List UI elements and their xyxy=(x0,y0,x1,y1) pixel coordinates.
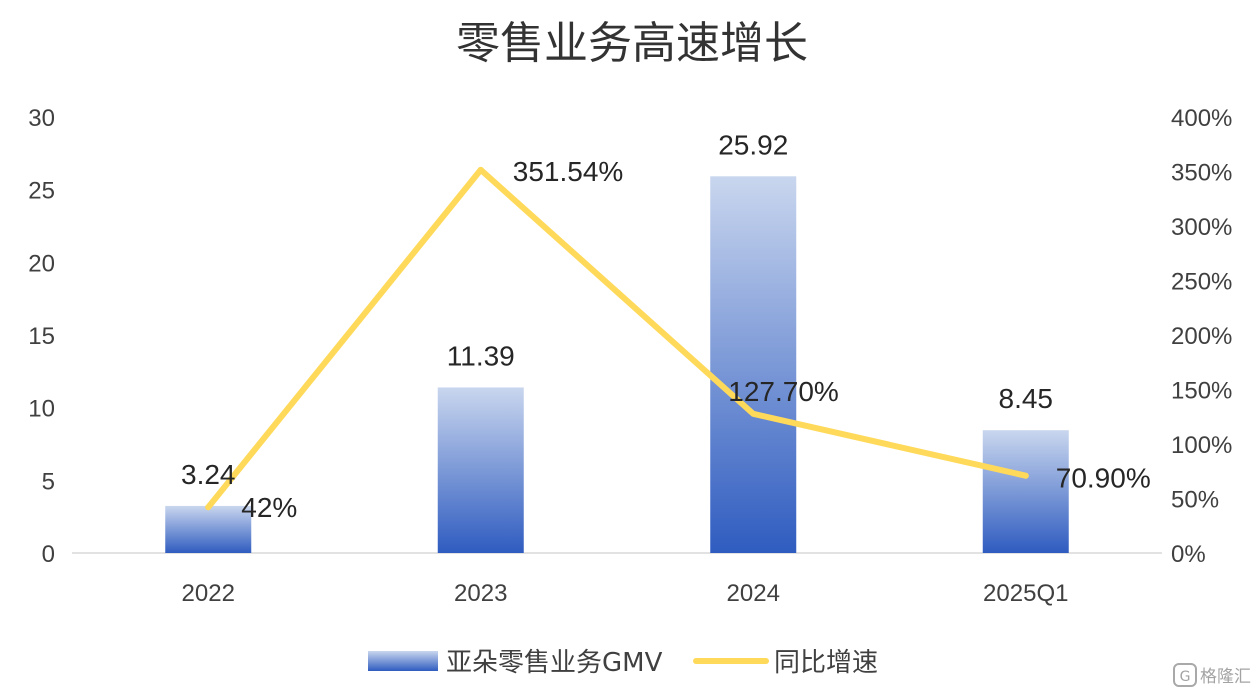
bar-series xyxy=(165,176,1069,553)
line-data-labels: 42% 351.54% 127.70% 70.90% xyxy=(241,156,1150,523)
line-value-label: 127.70% xyxy=(728,376,839,407)
right-tick-label: 400% xyxy=(1171,105,1232,132)
bar-value-label: 25.92 xyxy=(718,129,788,160)
line-point xyxy=(477,166,484,173)
watermark-text: 格隆汇 xyxy=(1200,667,1251,687)
legend-line-label: 同比增速 xyxy=(774,648,878,678)
bar-value-label: 8.45 xyxy=(999,383,1054,414)
bar-data-labels: 3.24 11.39 25.92 8.45 xyxy=(181,129,1053,490)
right-tick-label: 50% xyxy=(1171,487,1219,514)
line-point xyxy=(1022,472,1029,479)
watermark: G 格隆汇 xyxy=(1173,663,1251,687)
bar xyxy=(982,430,1069,553)
bar-value-label: 11.39 xyxy=(447,340,515,371)
right-tick-label: 250% xyxy=(1171,269,1232,296)
left-tick-label: 10 xyxy=(28,396,55,423)
left-tick-label: 30 xyxy=(28,105,55,132)
right-tick-label: 0% xyxy=(1171,541,1206,568)
right-tick-label: 150% xyxy=(1171,378,1232,405)
line-value-label: 351.54% xyxy=(513,156,624,187)
line-point xyxy=(205,504,212,511)
line-point xyxy=(750,410,757,417)
svg-text:G: G xyxy=(1180,669,1191,685)
left-axis: 0 5 10 15 20 25 30 xyxy=(28,105,55,568)
line-value-label: 42% xyxy=(241,492,297,523)
left-tick-label: 15 xyxy=(28,323,55,350)
line-series xyxy=(205,166,1029,511)
bar xyxy=(437,387,524,553)
category-labels: 2022 2023 2024 2025Q1 xyxy=(182,580,1069,607)
right-tick-label: 200% xyxy=(1171,323,1232,350)
bar xyxy=(165,505,252,553)
category-label: 2023 xyxy=(454,580,507,607)
line-value-label: 70.90% xyxy=(1056,463,1151,494)
bar xyxy=(710,176,797,553)
right-tick-label: 300% xyxy=(1171,214,1232,241)
left-tick-label: 5 xyxy=(42,468,55,495)
growth-line xyxy=(205,166,1029,511)
category-label: 2024 xyxy=(727,580,780,607)
category-label: 2025Q1 xyxy=(983,580,1068,607)
bar-value-label: 3.24 xyxy=(181,459,236,490)
chart-title: 零售业务高速增长 xyxy=(456,18,808,69)
gelonghui-logo-icon: G xyxy=(1173,663,1197,687)
right-tick-label: 100% xyxy=(1171,432,1232,459)
left-tick-label: 0 xyxy=(42,541,55,568)
legend-bar-swatch xyxy=(368,651,438,671)
left-tick-label: 20 xyxy=(28,250,55,277)
legend-bar-label: 亚朵零售业务GMV xyxy=(446,648,663,678)
legend: 亚朵零售业务GMV 同比增速 xyxy=(368,648,878,678)
right-axis: 0% 50% 100% 150% 200% 250% 300% 350% 400% xyxy=(1171,105,1232,568)
left-tick-label: 25 xyxy=(28,178,55,205)
right-tick-label: 350% xyxy=(1171,160,1232,187)
category-label: 2022 xyxy=(182,580,235,607)
